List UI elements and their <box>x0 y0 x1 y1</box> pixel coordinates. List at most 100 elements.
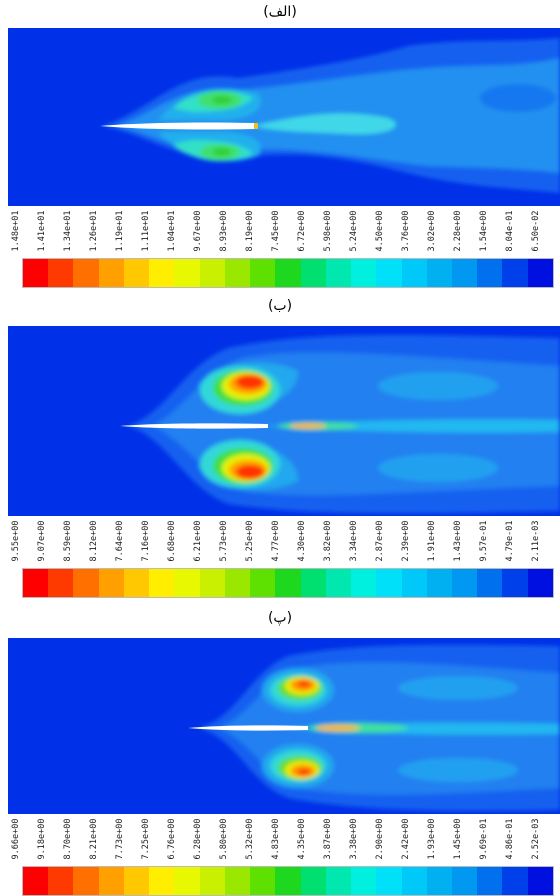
tick-label: 5.25e+00 <box>245 520 255 562</box>
colorbar-swatch <box>477 569 503 597</box>
colorbar-b <box>22 568 554 598</box>
tick-label: 6.50e-02 <box>531 210 541 252</box>
colorbar-swatch <box>149 569 175 597</box>
tick-label: 6.72e+00 <box>297 210 307 252</box>
colorbar-swatch <box>451 569 478 597</box>
colorbar-swatch <box>224 867 251 895</box>
tick-label: 4.50e+00 <box>375 210 385 252</box>
colorbar-swatch <box>300 569 326 597</box>
colorbar-swatch <box>275 569 301 597</box>
tick-label: 9.57e-01 <box>479 520 489 562</box>
tick-label: 2.28e+00 <box>453 210 463 252</box>
colorbar-swatch <box>123 259 150 287</box>
colorbar-swatch <box>376 569 402 597</box>
colorbar-swatch <box>477 867 503 895</box>
colorbar-swatch <box>401 569 427 597</box>
colorbar-swatch <box>199 569 225 597</box>
colorbar-a <box>22 258 554 288</box>
caption-panel-a: (الف) <box>263 4 297 20</box>
colorbar-swatch <box>23 259 49 287</box>
tick-label: 7.64e+00 <box>115 520 125 562</box>
tick-label: 4.35e+00 <box>297 818 307 860</box>
colorbar-swatch <box>376 259 402 287</box>
colorbar-swatch <box>401 867 427 895</box>
colorbar-swatch <box>325 867 352 895</box>
tick-label: 1.11e+01 <box>141 210 151 252</box>
tick-label: 1.48e+01 <box>11 210 21 252</box>
colorbar-swatch <box>502 259 528 287</box>
colorbar-swatch <box>174 867 200 895</box>
tick-label: 6.76e+00 <box>167 818 177 860</box>
tick-label: 9.69e-01 <box>479 818 489 860</box>
tick-label: 1.26e+01 <box>89 210 99 252</box>
colorbar-swatch <box>199 259 225 287</box>
tick-label: 8.70e+00 <box>63 818 73 860</box>
colorbar-swatch <box>426 867 452 895</box>
colorbar-swatch <box>275 867 301 895</box>
tick-label: 1.93e+00 <box>427 818 437 860</box>
colorbar-swatch <box>48 867 74 895</box>
tick-label: 3.87e+00 <box>323 818 333 860</box>
colorbar-swatch <box>275 259 301 287</box>
tick-label: 1.91e+00 <box>427 520 437 562</box>
tick-label: 2.42e+00 <box>401 818 411 860</box>
colorbar-swatch <box>23 569 49 597</box>
colorbar-swatch <box>527 569 553 597</box>
colorbar-swatch <box>98 867 124 895</box>
panel-b: 9.55e+00 9.07e+00 8.59e+00 8.12e+00 7.64… <box>8 326 560 600</box>
colorbar-swatch <box>23 867 49 895</box>
colorbar-swatch <box>149 259 175 287</box>
colorbar-swatch <box>174 259 200 287</box>
tick-label: 1.34e+01 <box>63 210 73 252</box>
tick-labels-b: 9.55e+00 9.07e+00 8.59e+00 8.12e+00 7.64… <box>8 516 560 566</box>
colorbar-swatch <box>250 259 276 287</box>
colorbar-swatch <box>73 569 99 597</box>
colorbar-swatch <box>477 259 503 287</box>
tick-label: 9.18e+00 <box>37 818 47 860</box>
contour-plot-a <box>8 28 560 206</box>
colorbar-swatch <box>451 867 478 895</box>
colorbar-swatch <box>224 569 251 597</box>
tick-label: 8.04e-01 <box>505 210 515 252</box>
tick-label: 6.28e+00 <box>193 818 203 860</box>
colorbar-swatch <box>426 569 452 597</box>
contour-plot-c <box>8 638 560 814</box>
colorbar-swatch <box>351 259 377 287</box>
tick-label: 6.21e+00 <box>193 520 203 562</box>
tick-label: 6.68e+00 <box>167 520 177 562</box>
colorbar-swatch <box>325 569 352 597</box>
colorbar-swatch <box>527 259 553 287</box>
colorbar-swatch <box>149 867 175 895</box>
contour-plot-b <box>8 326 560 516</box>
colorbar-swatch <box>451 259 478 287</box>
tick-label: 1.41e+01 <box>37 210 47 252</box>
tick-label: 7.45e+00 <box>271 210 281 252</box>
tick-label: 8.59e+00 <box>63 520 73 562</box>
colorbar-swatch <box>527 867 553 895</box>
tick-label: 8.21e+00 <box>89 818 99 860</box>
tick-label: 4.79e-01 <box>505 520 515 562</box>
panel-a: 1.48e+01 1.41e+01 1.34e+01 1.26e+01 1.19… <box>8 28 560 290</box>
tick-label: 3.02e+00 <box>427 210 437 252</box>
tick-label: 7.73e+00 <box>115 818 125 860</box>
colorbar-swatch <box>502 569 528 597</box>
colorbar-swatch <box>48 569 74 597</box>
colorbar-swatch <box>376 867 402 895</box>
tick-label: 9.67e+00 <box>193 210 203 252</box>
tick-label: 5.73e+00 <box>219 520 229 562</box>
colorbar-swatch <box>98 259 124 287</box>
colorbar-c <box>22 866 554 896</box>
tick-label: 5.80e+00 <box>219 818 229 860</box>
colorbar-swatch <box>48 259 74 287</box>
colorbar-swatch <box>325 259 352 287</box>
tick-label: 2.90e+00 <box>375 818 385 860</box>
tick-label: 9.07e+00 <box>37 520 47 562</box>
tick-label: 8.93e+00 <box>219 210 229 252</box>
colorbar-swatch <box>250 569 276 597</box>
tick-label: 3.34e+00 <box>349 520 359 562</box>
tick-label: 4.30e+00 <box>297 520 307 562</box>
tick-label: 9.66e+00 <box>11 818 21 860</box>
panel-c: 9.66e+00 9.18e+00 8.70e+00 8.21e+00 7.73… <box>8 638 560 896</box>
caption-panel-b: (ب) <box>267 298 293 314</box>
tick-label: 4.77e+00 <box>271 520 281 562</box>
